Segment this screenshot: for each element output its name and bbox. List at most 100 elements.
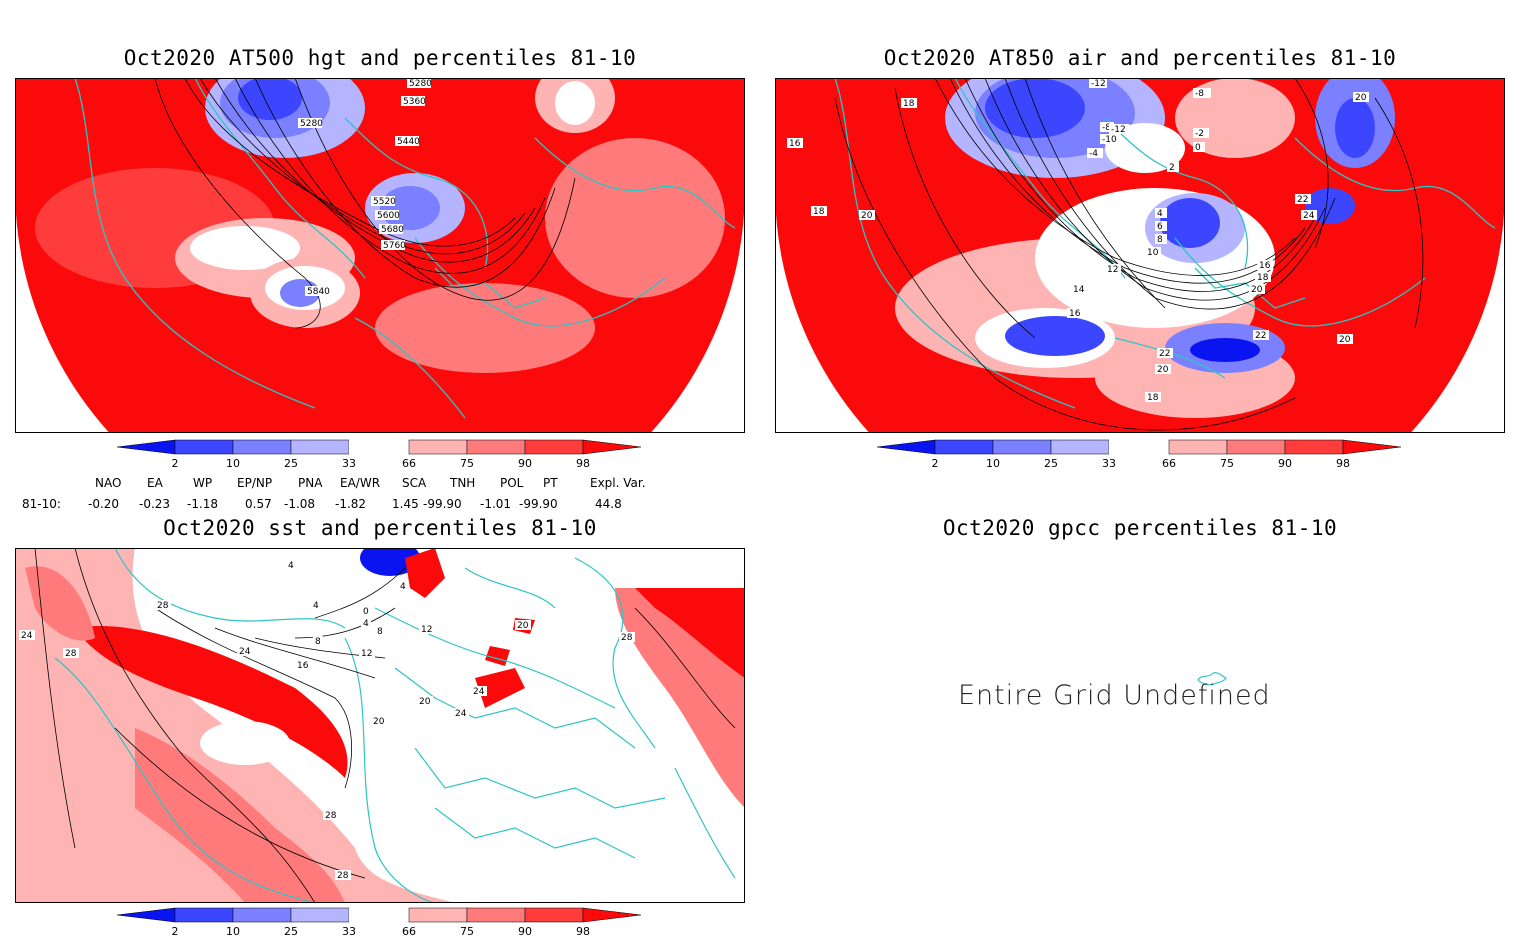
contour-label: -12: [1089, 78, 1107, 89]
contour-label: 16: [787, 138, 803, 149]
svg-text:20: 20: [373, 717, 385, 727]
contour-label: 12: [1105, 264, 1121, 275]
svg-text:8: 8: [377, 627, 383, 637]
svg-text:20: 20: [1355, 93, 1367, 103]
colorbar-tick: 10: [226, 925, 240, 938]
svg-text:24: 24: [455, 709, 467, 719]
contour-label: 28: [155, 600, 171, 611]
colorbar-tick: 66: [1162, 457, 1176, 470]
svg-text:-4: -4: [1089, 149, 1098, 159]
svg-text:12: 12: [1107, 265, 1118, 275]
percentile-colorbar: 2 10 25 33 66 75 90 98: [115, 438, 645, 474]
contour-label: 20: [417, 696, 433, 707]
svg-text:12: 12: [421, 625, 432, 635]
svg-text:24: 24: [473, 687, 485, 697]
contour-label: 10: [1145, 247, 1161, 258]
contour-label: 18: [1145, 392, 1161, 403]
contour-label: -8: [1100, 122, 1114, 133]
svg-text:18: 18: [813, 207, 825, 217]
index-header: SCA: [402, 476, 427, 490]
index-value: -99.90: [519, 497, 558, 511]
contour-label: 22: [1157, 348, 1173, 359]
contour-label: 5440: [395, 136, 420, 147]
gpcc-panel-title: Oct2020 gpcc percentiles 81-10: [942, 516, 1338, 540]
colorbar-tick: 2: [172, 457, 179, 470]
sst-map: 4 4 0 4 4 8 8 12 12 16 20 20 24 24 24 28…: [15, 548, 745, 903]
contour-label: 18: [901, 98, 917, 109]
colorbar-tick: 25: [284, 925, 298, 938]
contour-label: 20: [1337, 334, 1353, 345]
contour-label: 6: [1155, 221, 1167, 232]
contour-label: 16: [1067, 308, 1083, 319]
index-value: -1.01: [480, 497, 512, 511]
colorbar-tick: 33: [342, 457, 356, 470]
svg-text:24: 24: [239, 647, 251, 657]
contour-label: 18: [811, 206, 827, 217]
contour-label: 16: [1257, 260, 1273, 271]
svg-text:-10: -10: [1102, 135, 1117, 145]
svg-text:8: 8: [315, 637, 321, 647]
air-map: -12 -8 -8 -12 -10 -4 -2 0 2 4 6 8 10 12 …: [775, 78, 1505, 433]
svg-text:5440: 5440: [397, 137, 420, 147]
contour-label: 22: [1253, 330, 1269, 341]
svg-text:16: 16: [1069, 309, 1081, 319]
index-value: -0.20: [88, 497, 120, 511]
svg-text:5280: 5280: [409, 79, 432, 89]
colorbar-tick: 90: [518, 457, 532, 470]
svg-text:24: 24: [21, 631, 33, 641]
svg-text:5280: 5280: [300, 119, 323, 129]
svg-text:20: 20: [861, 211, 873, 221]
colorbar-tick: 10: [226, 457, 240, 470]
svg-text:28: 28: [65, 649, 77, 659]
contour-label: 5280: [407, 78, 432, 89]
contour-label: 28: [63, 648, 79, 659]
colorbar-tick: 33: [1102, 457, 1116, 470]
contour-label: 28: [335, 870, 351, 881]
index-value: -1.82: [335, 497, 367, 511]
index-header: TNH: [450, 476, 476, 490]
index-value: -0.23: [139, 497, 171, 511]
index-header: POL: [500, 476, 524, 490]
contour-label: 20: [859, 210, 875, 221]
svg-text:6: 6: [1157, 222, 1163, 232]
svg-text:-2: -2: [1195, 129, 1204, 139]
contour-label: 20: [1353, 92, 1369, 103]
index-value: 0.57: [245, 497, 272, 511]
undefined-grid-message: Entire Grid Undefined: [958, 680, 1271, 711]
colorbar-tick: 33: [342, 925, 356, 938]
contour-label: 20: [515, 620, 531, 631]
hgt-panel-title: Oct2020 AT500 hgt and percentiles 81-10: [123, 46, 637, 70]
contour-label: 20: [1155, 364, 1171, 375]
svg-text:8: 8: [1157, 235, 1163, 245]
svg-text:4: 4: [363, 619, 369, 629]
index-value: -99.90: [423, 497, 462, 511]
contour-label: 2: [1167, 162, 1179, 173]
index-value: 44.8: [595, 497, 622, 511]
svg-text:22: 22: [1255, 331, 1266, 341]
contour-label: -10: [1100, 134, 1120, 145]
colorbar-tick: 98: [576, 925, 590, 938]
contour-label: 24: [471, 686, 487, 697]
contour-label: 5360: [401, 96, 426, 107]
colorbar-tick: 66: [402, 457, 416, 470]
svg-text:22: 22: [1159, 349, 1170, 359]
svg-text:28: 28: [157, 601, 169, 611]
contour-label: 12: [419, 624, 435, 635]
contour-label: 4: [311, 600, 321, 611]
svg-text:4: 4: [400, 582, 406, 592]
contour-label: -8: [1193, 88, 1211, 99]
contour-label: 24: [453, 708, 469, 719]
svg-text:12: 12: [361, 649, 372, 659]
svg-text:20: 20: [419, 697, 431, 707]
svg-text:5520: 5520: [373, 197, 396, 207]
index-value: -1.18: [187, 497, 219, 511]
colorbar-tick: 25: [1044, 457, 1058, 470]
contour-label: 22: [1295, 194, 1311, 205]
svg-text:28: 28: [325, 811, 337, 821]
svg-text:18: 18: [1147, 393, 1159, 403]
contour-label: 4: [286, 560, 296, 571]
colorbar-tick: 90: [518, 925, 532, 938]
index-header: EP/NP: [237, 476, 273, 490]
index-header: WP: [193, 476, 213, 490]
colorbar-tick: 10: [986, 457, 1000, 470]
